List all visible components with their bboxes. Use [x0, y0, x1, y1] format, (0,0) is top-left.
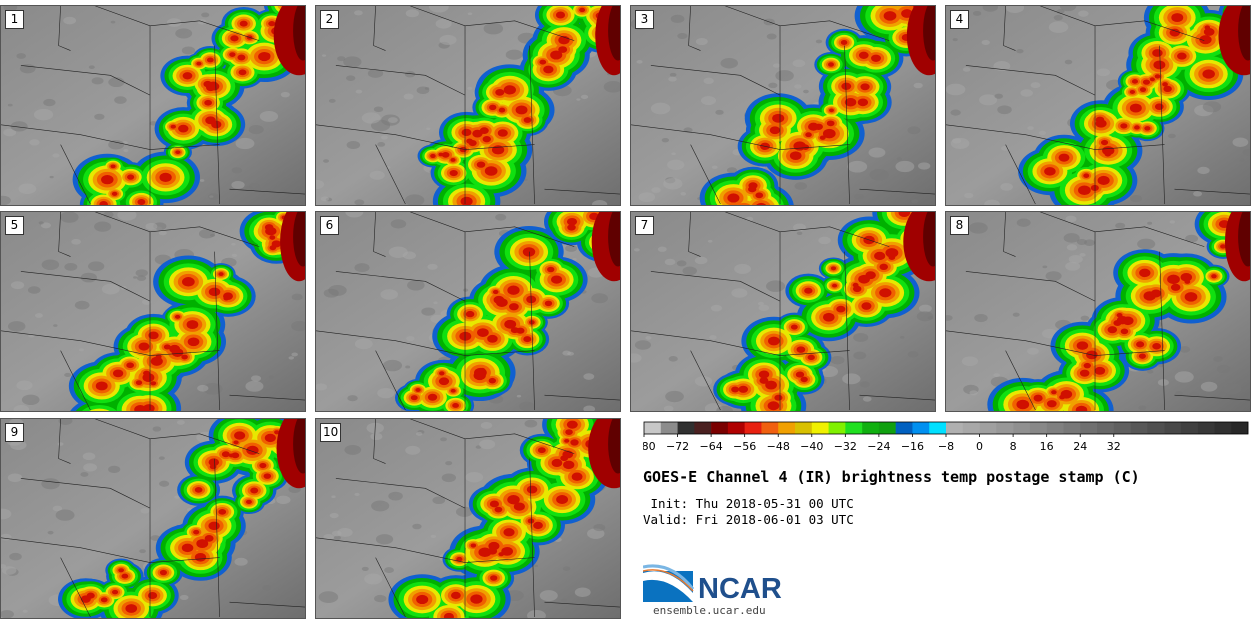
panel-number-label: 3 [635, 10, 654, 29]
colorbar-tick-label: −56 [733, 440, 756, 453]
colorbar-segment [912, 422, 930, 434]
colorbar-segment [694, 422, 712, 434]
colorbar-segment [1063, 422, 1081, 434]
logo-wordmark: NCAR [698, 573, 782, 605]
colorbar-segment [1080, 422, 1098, 434]
colorbar-segment [1046, 422, 1064, 434]
map-panel-7: 7 [630, 211, 936, 412]
colorbar-tick-label: −24 [867, 440, 890, 453]
colorbar-tick-label: 24 [1073, 440, 1087, 453]
colorbar-segment [996, 422, 1014, 434]
ncar-logo-icon [643, 564, 695, 602]
panel-number-label: 8 [950, 216, 969, 235]
colorbar-tick-label: 32 [1107, 440, 1121, 453]
map-panel-8: 8 [945, 211, 1251, 412]
colorbar-segment [677, 422, 695, 434]
panel-number-label: 4 [950, 10, 969, 29]
colorbar-segment [962, 422, 980, 434]
colorbar-tick-label: 16 [1040, 440, 1054, 453]
map-panel-4: 4 [945, 5, 1251, 206]
colorbar-tick-label: −40 [800, 440, 823, 453]
panel-number-label: 1 [5, 10, 24, 29]
colorbar-segment [1097, 422, 1115, 434]
map-panel-1: 1 [0, 5, 306, 206]
figure-title: GOES-E Channel 4 (IR) brightness temp po… [643, 468, 1140, 486]
colorbar-segment [1197, 422, 1215, 434]
colorbar-segment [660, 422, 678, 434]
colorbar-segment [929, 422, 947, 434]
colorbar-segment [795, 422, 813, 434]
colorbar-segment [644, 422, 662, 434]
panel-number-label: 2 [320, 10, 339, 29]
colorbar-tick-label: −64 [700, 440, 723, 453]
map-panel-3: 3 [630, 5, 936, 206]
colorbar-segment [1013, 422, 1031, 434]
colorbar-tick-label: −48 [767, 440, 790, 453]
colorbar-segment [1180, 422, 1198, 434]
colorbar-segment [778, 422, 796, 434]
colorbar-tick-label: −80 [643, 440, 656, 453]
colorbar-segment [1214, 422, 1232, 434]
panel-number-label: 6 [320, 216, 339, 235]
colorbar-segment [1029, 422, 1047, 434]
colorbar-tick-label: 0 [976, 440, 983, 453]
map-panel-10: 10 [315, 418, 621, 619]
colorbar-segment [1113, 422, 1131, 434]
colorbar-segment [1130, 422, 1148, 434]
colorbar-segment [845, 422, 863, 434]
map-panel-9: 9 [0, 418, 306, 619]
colorbar-tick-label: −32 [834, 440, 857, 453]
colorbar-tick-label: −8 [938, 440, 954, 453]
colorbar-segment [1164, 422, 1182, 434]
colorbar-tick-label: −72 [666, 440, 689, 453]
colorbar-segment [761, 422, 779, 434]
colorbar-segment [744, 422, 762, 434]
colorbar-tick-label: −16 [901, 440, 924, 453]
colorbar-segment [878, 422, 896, 434]
map-panel-6: 6 [315, 211, 621, 412]
panel-number-label: 9 [5, 423, 24, 442]
colorbar-segment [862, 422, 880, 434]
colorbar-segment [946, 422, 964, 434]
panel-number-label: 7 [635, 216, 654, 235]
colorbar-segment [1231, 422, 1249, 434]
colorbar-segment [711, 422, 729, 434]
colorbar-segment [811, 422, 829, 434]
init-time: Init: Thu 2018-05-31 00 UTC [643, 496, 854, 511]
colorbar-tick-label: 8 [1010, 440, 1017, 453]
valid-time: Valid: Fri 2018-06-01 03 UTC [643, 512, 854, 527]
colorbar-segment [727, 422, 745, 434]
colorbar-segment [895, 422, 913, 434]
map-panel-5: 5 [0, 211, 306, 412]
panel-number-label: 10 [320, 423, 342, 442]
colorbar-segment [828, 422, 846, 434]
colorbar-segment [1147, 422, 1165, 434]
panel-number-label: 5 [5, 216, 24, 235]
map-panel-2: 2 [315, 5, 621, 206]
site-url: ensemble.ucar.edu [653, 604, 766, 617]
colorbar-segment [979, 422, 997, 434]
